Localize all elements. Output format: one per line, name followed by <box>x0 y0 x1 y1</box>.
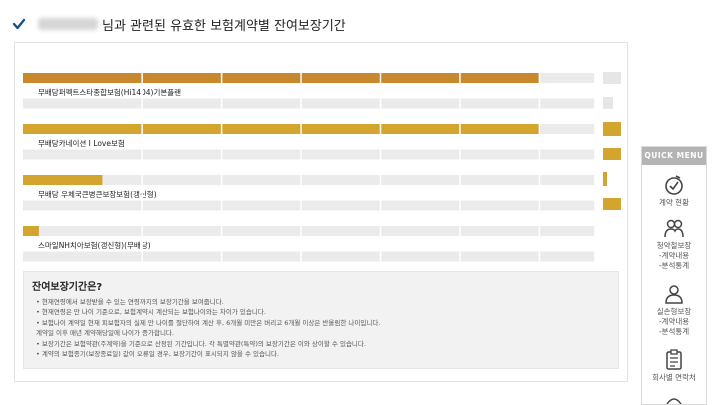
quick-menu-label: 청약철보장 <box>656 241 692 250</box>
info-title: 잔여보장기간은? <box>32 282 103 293</box>
bar-track <box>23 251 595 262</box>
blurred-customer-name <box>38 18 98 30</box>
side-strip-bar <box>603 72 621 84</box>
quick-menu-item-indemnity[interactable]: 실손형보장 -계약내용 -분석통계 <box>642 283 706 337</box>
data-bar <box>23 175 103 185</box>
side-strip-bar <box>603 122 621 136</box>
page-title: 님과 관련된 유효한 보험계약별 잔여보장기간 <box>102 18 346 34</box>
side-strip-bar <box>603 97 613 109</box>
bar-track <box>23 226 595 236</box>
quick-menu-item-contacts[interactable]: 회사별 연락처 <box>642 349 706 383</box>
info-item: 계약일 이후 매년 계약해당일에 나이가 증가합니다. <box>36 329 174 338</box>
contract-status-icon <box>665 175 683 195</box>
info-item: • 현재연령에서 보장받을 수 있는 연령까지의 보장기간을 보여줍니다. <box>36 298 224 306</box>
side-strip-bar <box>603 148 621 160</box>
info-list: • 현재연령에서 보장받을 수 있는 연령까지의 보장기간을 보여줍니다. • … <box>36 297 380 359</box>
contact-list-icon <box>666 349 682 370</box>
info-item: • 보험나이 계약일 현재 피보험자의 실제 만 나이를 절단하여 계산 후, … <box>36 318 381 327</box>
quick-menu-label: 계약 현황 <box>659 198 689 207</box>
bar-category-label: 무배당카네이션 I Love보험 <box>38 138 125 148</box>
quick-menu-sublabel: -계약내용 <box>658 251 690 260</box>
info-item: • 보장기간은 보험약관(주계약)을 기준으로 산정된 기간입니다. 각 특별약… <box>36 339 366 348</box>
data-bar <box>23 124 540 134</box>
page-title-row: 님과 관련된 유효한 보험계약별 잔여보장기간 <box>12 14 346 34</box>
data-bar <box>23 226 39 236</box>
bar-category-label: 스마일NH치아보험(갱신형)(무배당) <box>38 240 151 250</box>
bar-category-label: 무배당 우체국큰병큰보장보험(갱신형) <box>38 189 157 199</box>
quick-menu-item-contract-status[interactable]: 계약 현황 <box>642 174 706 208</box>
info-item: • 계약의 보험종기(보장종료일) 값이 오류일 경우, 보장기간이 표시되지 … <box>36 350 280 359</box>
quick-menu-label: 실손형보장 <box>656 307 692 316</box>
info-item: • 현재연령은 만 나이 기준으로, 보험계약시 계산되는 보험나이와는 차이가… <box>36 308 266 317</box>
info-box: 잔여보장기간은? • 현재연령에서 보장받을 수 있는 연령까지의 보장기간을 … <box>23 271 619 369</box>
side-strip-bar <box>603 198 621 210</box>
bar-track <box>23 200 595 211</box>
data-bar <box>23 73 540 83</box>
quick-menu-sublabel: -분석통계 <box>658 327 690 336</box>
bar-track <box>23 149 595 160</box>
people-icon <box>664 219 684 238</box>
checkmark-icon <box>12 18 26 30</box>
quick-menu-header: QUICK MENU <box>642 147 706 165</box>
quick-menu-label: 회사별 연락처 <box>652 373 696 382</box>
side-strip-bar <box>603 172 607 186</box>
bar-track <box>23 175 595 185</box>
bar-category-label: 무배당퍼펙트스타종합보험(Hi1404)기본플랜 <box>38 87 181 97</box>
person-icon <box>665 285 683 304</box>
bar-track <box>23 98 595 109</box>
quick-menu-sublabel: -계약내용 <box>658 317 690 326</box>
quick-menu-item-policy[interactable]: 청약철보장 -계약내용 -분석통계 <box>642 217 706 271</box>
quick-menu-sublabel: -분석통계 <box>658 261 690 270</box>
quick-menu: QUICK MENU 계약 현황 청약철보장 -계약내용 -분석통계 실손형보장… <box>641 146 707 405</box>
